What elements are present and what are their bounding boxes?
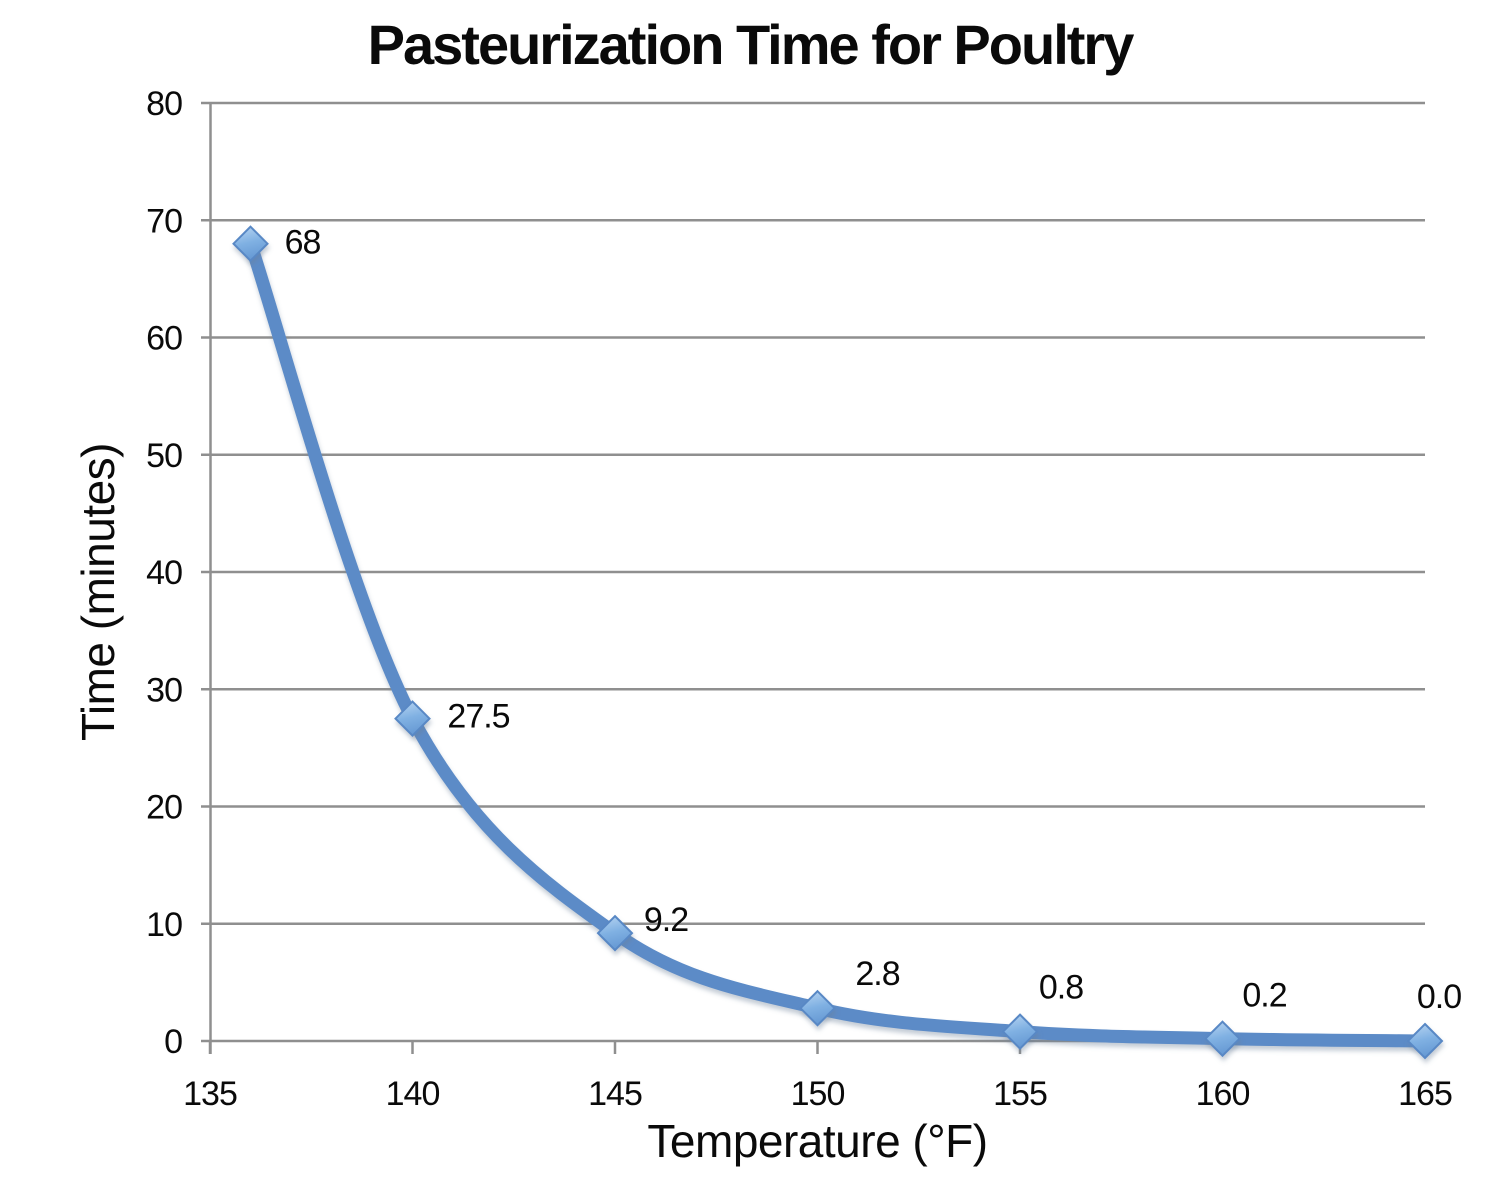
- y-tick-label: 20: [146, 789, 182, 827]
- y-tick-label: 50: [146, 437, 182, 475]
- x-axis-title: Temperature (°F): [647, 1115, 988, 1167]
- data-label: 0.0: [1417, 978, 1461, 1016]
- data-point-marker: [232, 225, 269, 263]
- y-tick-label: 30: [146, 671, 182, 709]
- data-label: 68: [285, 224, 321, 262]
- y-tick-label: 60: [146, 320, 182, 358]
- x-tick-label: 160: [1196, 1075, 1250, 1113]
- data-point-marker: [799, 989, 836, 1027]
- x-tick-label: 145: [588, 1075, 642, 1113]
- data-point-marker: [1001, 1013, 1039, 1051]
- data-point-marker: [596, 914, 634, 952]
- x-tick-label: 140: [386, 1075, 440, 1113]
- y-tick-label: 10: [146, 906, 182, 944]
- series-line: [244, 237, 1432, 1048]
- data-label: 0.8: [1039, 969, 1083, 1007]
- chart-title: Pasteurization Time for Poultry: [367, 13, 1135, 76]
- data-label: 0.2: [1242, 977, 1286, 1015]
- data-label: 27.5: [447, 698, 509, 736]
- data-label: 9.2: [644, 901, 688, 939]
- y-tick-label: 70: [146, 202, 182, 240]
- x-tick-label: 150: [791, 1075, 845, 1113]
- x-tick-label: 135: [183, 1075, 237, 1113]
- y-tick-label: 80: [146, 85, 182, 123]
- data-point-marker: [1204, 1020, 1241, 1058]
- data-point-marker: [394, 700, 431, 737]
- y-tick-label: 0: [164, 1023, 182, 1061]
- data-label: 2.8: [855, 955, 899, 993]
- y-axis-title: Time (minutes): [72, 443, 124, 741]
- x-tick-label: 165: [1398, 1075, 1452, 1113]
- data-point-marker: [1406, 1022, 1444, 1060]
- x-tick-label: 155: [993, 1075, 1047, 1113]
- y-tick-label: 40: [146, 554, 182, 592]
